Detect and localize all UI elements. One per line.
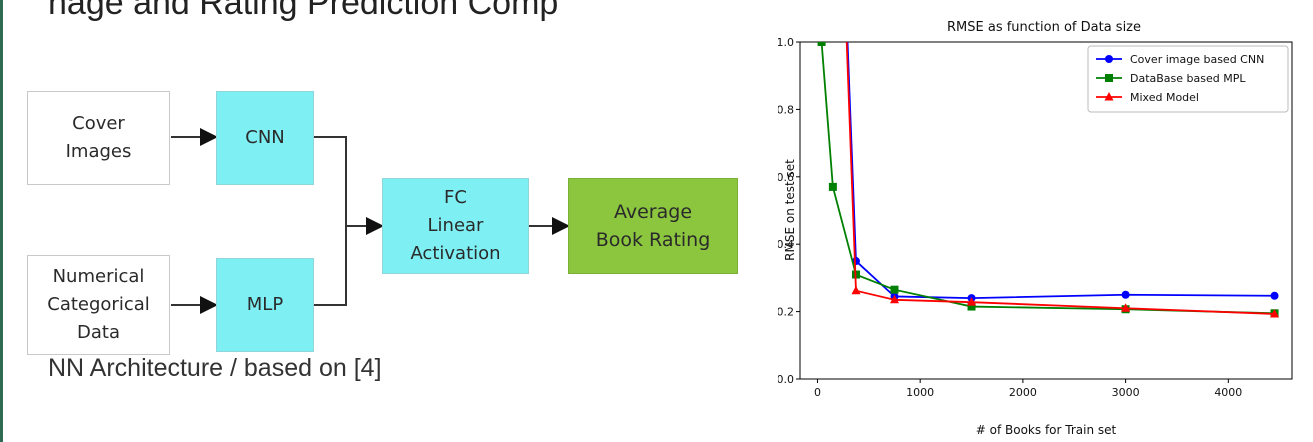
input-cover-line-2: Images (65, 141, 132, 162)
y-tick-label: 0.0 (778, 373, 794, 386)
legend-swatch-marker (1105, 74, 1113, 82)
data-point (817, 42, 826, 46)
connector-cnn-merge (314, 136, 347, 226)
data-point (1121, 303, 1131, 312)
x-tick-label: 1000 (906, 386, 934, 399)
fc-line-2: Linear (427, 215, 484, 236)
fc-box: FC Linear Activation (382, 178, 529, 274)
data-point (1270, 308, 1280, 318)
mlp-label: MLP (246, 294, 284, 315)
data-point (851, 285, 861, 295)
diagram-connectors (171, 128, 570, 314)
input-cover-line-1: Cover (72, 113, 125, 134)
input-cover-images-box: Cover Images (27, 91, 170, 185)
data-point (889, 294, 899, 304)
series-2 (845, 42, 1280, 318)
input-numeric-line-2: Categorical (47, 294, 150, 315)
y-tick-label: 0.8 (778, 103, 794, 116)
legend-label: DataBase based MPL (1130, 72, 1246, 85)
connector-mlp-merge (314, 226, 347, 306)
plot-frame (799, 41, 1293, 380)
input-numeric-line-3: Data (77, 322, 120, 343)
x-tick-label: 3000 (1112, 386, 1140, 399)
legend-swatch-marker (1104, 92, 1114, 101)
data-point (890, 285, 899, 294)
chart-title: RMSE as function of Data size (947, 20, 1141, 35)
mlp-box: MLP (216, 258, 314, 352)
x-tick-label: 4000 (1214, 386, 1242, 399)
legend-label: Mixed Model (1130, 91, 1199, 104)
legend-label: Cover image based CNN (1130, 53, 1264, 66)
x-tick-label: 2000 (1009, 386, 1037, 399)
data-point (828, 182, 837, 191)
slide-edge-bar (0, 0, 3, 442)
data-point (967, 302, 976, 311)
y-tick-label: 0.6 (778, 171, 794, 184)
y-tick-label: 0.4 (778, 238, 794, 251)
x-axis-label: # of Books for Train set (976, 423, 1117, 437)
output-line-2: Book Rating (595, 229, 711, 251)
input-numeric-data-box: Numerical Categorical Data (27, 255, 170, 355)
x-tick-label: 0 (814, 386, 821, 399)
data-point (1270, 291, 1279, 300)
series-line (845, 42, 1275, 315)
slide-header-text: nage and Rating Prediction Comp (48, 0, 559, 22)
y-tick-label: 0.2 (778, 306, 794, 319)
fc-line-1: FC (444, 187, 467, 208)
rmse-line-chart: RMSE as function of Data size 0 1000 2000 3… (778, 20, 1293, 437)
legend-box (1087, 45, 1289, 113)
diagram-caption: NN Architecture / based on [4] (48, 354, 382, 382)
legend-swatch-marker (1105, 55, 1113, 63)
output-line-1: Average (613, 201, 693, 223)
chart-legend: Cover image based CNN DataBase based MPL M… (1087, 45, 1289, 113)
data-point (1121, 290, 1130, 299)
y-tick-label: 1.0 (778, 36, 794, 49)
cnn-label: CNN (245, 127, 285, 148)
cnn-box: CNN (216, 91, 314, 185)
output-rating-box: Average Book Rating (568, 178, 738, 274)
y-axis-label: RMSE on test set (783, 159, 797, 261)
fc-line-3: Activation (410, 243, 501, 264)
data-point (967, 297, 977, 306)
input-numeric-line-1: Numerical (52, 266, 145, 287)
